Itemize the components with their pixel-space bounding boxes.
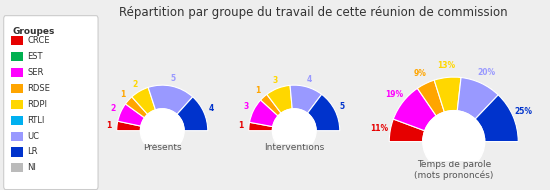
Text: Présents: Présents [143, 143, 182, 152]
Bar [11, 100, 23, 109]
Text: 4: 4 [306, 74, 311, 84]
Text: 0: 0 [165, 132, 170, 141]
Wedge shape [267, 85, 292, 113]
Wedge shape [389, 119, 425, 142]
Text: 13%: 13% [437, 61, 455, 70]
Text: RDPI: RDPI [28, 100, 47, 109]
Text: 0: 0 [172, 131, 178, 140]
Text: 0: 0 [304, 131, 310, 140]
Wedge shape [417, 80, 444, 116]
Bar [11, 131, 23, 141]
Text: 1: 1 [238, 121, 244, 130]
Text: 9%: 9% [414, 69, 427, 78]
Text: Interventions: Interventions [264, 143, 324, 152]
Text: 3: 3 [244, 102, 249, 111]
Text: 19%: 19% [385, 90, 403, 99]
Text: NI: NI [28, 163, 36, 172]
FancyBboxPatch shape [4, 16, 98, 190]
Text: 2: 2 [111, 104, 116, 113]
Wedge shape [249, 122, 273, 131]
Text: LR: LR [28, 147, 38, 156]
Wedge shape [118, 104, 145, 126]
Text: EST: EST [28, 52, 43, 61]
Wedge shape [290, 85, 322, 113]
Text: 1: 1 [106, 121, 112, 130]
Wedge shape [177, 97, 208, 131]
Wedge shape [250, 100, 278, 127]
Bar [11, 116, 23, 125]
Circle shape [272, 109, 316, 153]
Wedge shape [393, 88, 436, 131]
Text: 0%: 0% [455, 145, 468, 154]
Text: 0%: 0% [465, 143, 478, 153]
Text: RDSE: RDSE [28, 84, 50, 93]
Text: 0: 0 [297, 132, 302, 141]
Text: 0: 0 [289, 132, 295, 141]
Text: RTLI: RTLI [28, 116, 45, 125]
Wedge shape [261, 94, 281, 116]
Wedge shape [125, 97, 147, 118]
Text: 25%: 25% [515, 107, 533, 116]
Text: 3: 3 [272, 76, 277, 85]
Bar [11, 163, 23, 173]
Bar [11, 52, 23, 61]
Wedge shape [434, 77, 461, 112]
Bar [11, 68, 23, 77]
Text: UC: UC [28, 131, 39, 141]
Text: 4: 4 [208, 104, 214, 113]
Text: CRCE: CRCE [28, 36, 50, 45]
Text: 0: 0 [157, 132, 163, 141]
Wedge shape [132, 87, 156, 114]
Text: 1: 1 [120, 90, 125, 99]
Circle shape [423, 111, 485, 173]
Bar [11, 84, 23, 93]
Wedge shape [148, 85, 192, 114]
Bar [11, 36, 23, 45]
Wedge shape [117, 121, 141, 131]
Text: 5: 5 [340, 102, 345, 111]
Text: Groupes: Groupes [13, 27, 55, 36]
Text: SER: SER [28, 68, 43, 77]
Text: Répartition par groupe du travail de cette réunion de commission: Répartition par groupe du travail de cet… [119, 6, 508, 19]
Text: 11%: 11% [370, 124, 388, 133]
Text: Temps de parole
(mots prononcés): Temps de parole (mots prononcés) [414, 160, 493, 180]
Text: 5: 5 [171, 74, 176, 83]
Bar [11, 147, 23, 157]
Wedge shape [457, 78, 498, 119]
Wedge shape [475, 95, 518, 142]
Text: 0%: 0% [444, 145, 457, 154]
Circle shape [140, 109, 184, 153]
Text: 1: 1 [255, 86, 261, 96]
Wedge shape [307, 94, 340, 131]
Text: 2: 2 [133, 80, 138, 89]
Text: 20%: 20% [477, 68, 495, 77]
